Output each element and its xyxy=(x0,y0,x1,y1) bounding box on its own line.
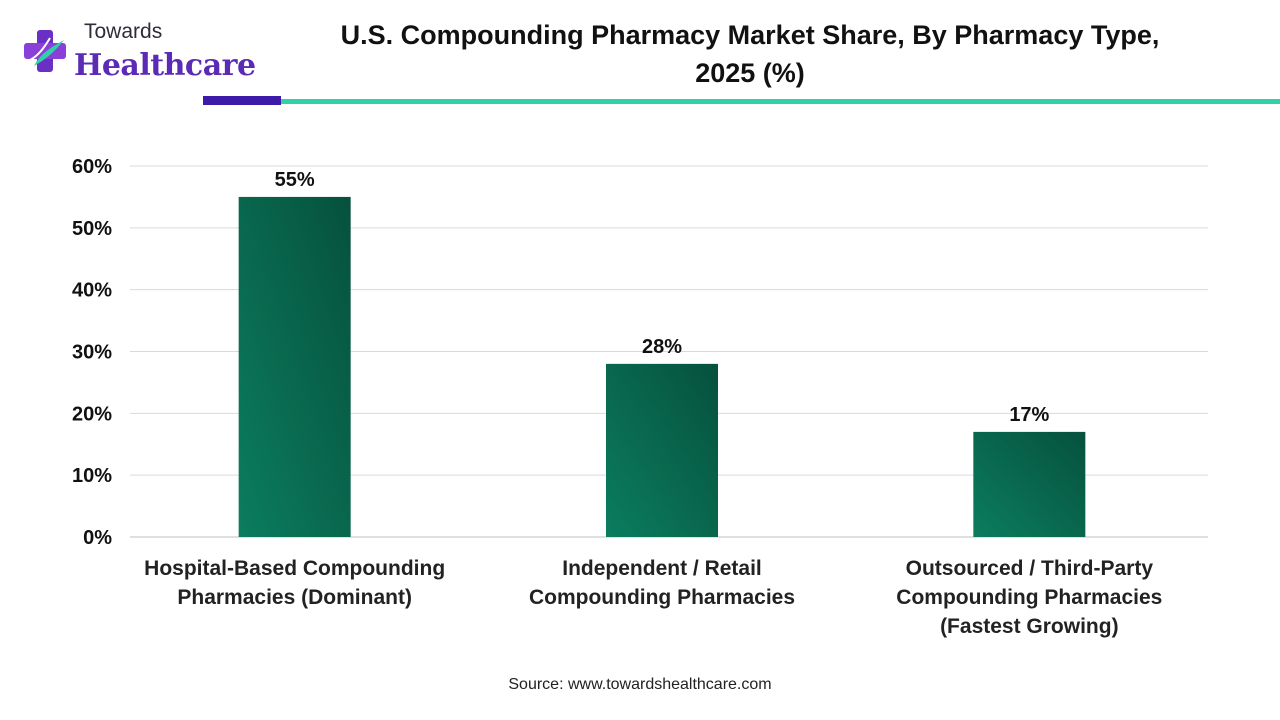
y-tick-label: 20% xyxy=(72,403,112,425)
y-tick-label: 50% xyxy=(72,218,112,240)
y-tick-label: 60% xyxy=(72,156,112,178)
x-category-label: Compounding Pharmacies xyxy=(896,586,1162,609)
logo-text-top: Towards xyxy=(84,20,163,43)
x-category-label: (Fastest Growing) xyxy=(940,615,1119,638)
y-tick-label: 0% xyxy=(83,527,112,549)
bar xyxy=(606,363,718,537)
bar xyxy=(238,196,351,537)
logo-text-bottom: Healthcare xyxy=(74,48,256,83)
data-label: 28% xyxy=(642,336,682,358)
chart-title-line-2: 2025 (%) xyxy=(695,58,805,88)
x-category-label: Independent / Retail xyxy=(562,557,762,580)
x-category-label: Outsourced / Third-Party xyxy=(906,557,1154,580)
header-accent-purple xyxy=(203,96,281,105)
bar xyxy=(973,431,1086,537)
y-tick-label: 30% xyxy=(72,342,112,364)
data-label: 55% xyxy=(275,169,315,191)
x-category-label: Compounding Pharmacies xyxy=(529,586,795,609)
medical-cross-icon xyxy=(24,30,66,72)
source-note: Source: www.towardshealthcare.com xyxy=(508,676,772,693)
chart-title-line-1: U.S. Compounding Pharmacy Market Share, … xyxy=(340,20,1160,50)
brand-logo: Towards Healthcare xyxy=(20,18,256,88)
y-tick-label: 40% xyxy=(72,280,112,302)
data-label: 17% xyxy=(1009,404,1049,426)
x-category-label: Pharmacies (Dominant) xyxy=(177,586,412,609)
y-tick-label: 10% xyxy=(72,465,112,487)
x-category-label: Hospital-Based Compounding xyxy=(144,557,445,580)
header-accent-teal xyxy=(281,99,1280,104)
chart-title: U.S. Compounding Pharmacy Market Share, … xyxy=(250,16,1250,92)
